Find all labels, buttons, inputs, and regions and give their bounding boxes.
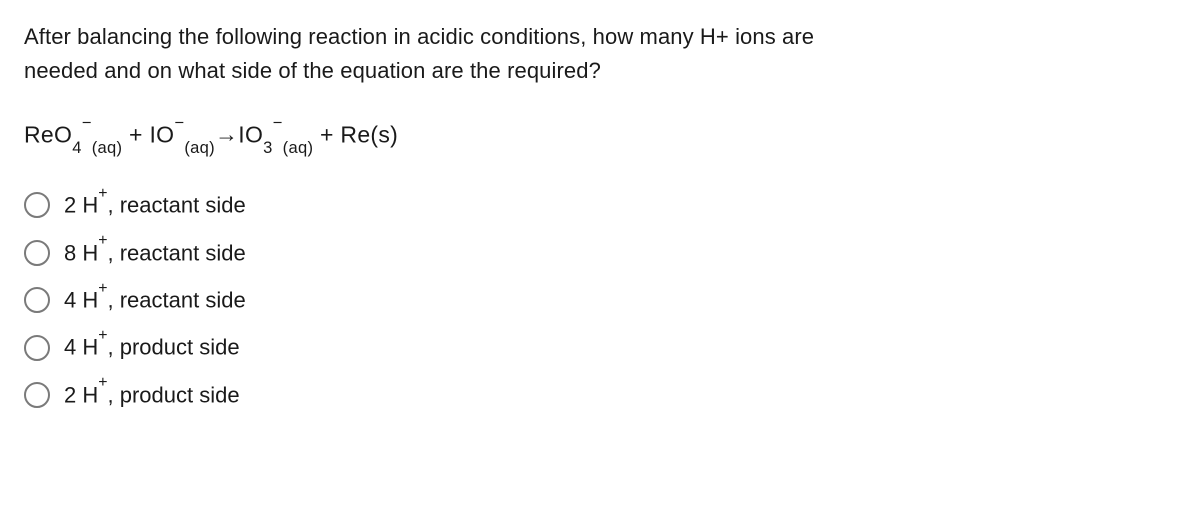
option-row[interactable]: 4 H+, reactant side — [24, 283, 1176, 317]
product-2: Re(s) — [340, 122, 398, 148]
product-1-state: (aq) — [283, 138, 314, 157]
option-suffix: , reactant side — [108, 192, 246, 217]
chemical-equation: ReO4−(aq) + IO−(aq) → IO3−(aq) + Re(s) — [24, 116, 1176, 156]
option-label: 4 H+, product side — [64, 330, 240, 364]
option-row[interactable]: 4 H+, product side — [24, 330, 1176, 364]
option-suffix: , product side — [108, 382, 240, 407]
option-suffix: , product side — [108, 335, 240, 360]
radio-icon[interactable] — [24, 240, 50, 266]
reactant-1-base: ReO — [24, 122, 72, 148]
reaction-arrow: → — [215, 117, 238, 153]
option-prefix: 2 H — [64, 192, 98, 217]
product-1-sub: 3 — [263, 138, 273, 157]
option-label: 2 H+, reactant side — [64, 188, 246, 222]
option-sup: + — [98, 327, 107, 344]
option-row[interactable]: 8 H+, reactant side — [24, 236, 1176, 270]
reactant-2-charge: − — [174, 113, 184, 132]
option-sup: + — [98, 185, 107, 202]
reactant-2-state: (aq) — [184, 138, 215, 157]
plus-2: + — [313, 122, 340, 148]
reactant-1-state: (aq) — [92, 138, 123, 157]
option-suffix: , reactant side — [108, 287, 246, 312]
option-sup: + — [98, 374, 107, 391]
reactant-1-sub: 4 — [72, 138, 82, 157]
option-label: 8 H+, reactant side — [64, 236, 246, 270]
question-line-2: needed and on what side of the equation … — [24, 58, 601, 83]
radio-icon[interactable] — [24, 335, 50, 361]
options-group: 2 H+, reactant side 8 H+, reactant side … — [24, 188, 1176, 412]
radio-icon[interactable] — [24, 382, 50, 408]
plus-1: + — [122, 122, 149, 148]
product-1-base: IO — [238, 122, 263, 148]
radio-icon[interactable] — [24, 192, 50, 218]
product-1-charge: − — [273, 113, 283, 132]
reactant-1-charge: − — [82, 113, 92, 132]
question-prompt: After balancing the following reaction i… — [24, 20, 1176, 88]
reactant-2-base: IO — [149, 122, 174, 148]
option-prefix: 8 H — [64, 240, 98, 265]
option-sup: + — [98, 232, 107, 249]
option-prefix: 2 H — [64, 382, 98, 407]
option-row[interactable]: 2 H+, product side — [24, 378, 1176, 412]
option-label: 2 H+, product side — [64, 378, 240, 412]
option-prefix: 4 H — [64, 287, 98, 312]
option-label: 4 H+, reactant side — [64, 283, 246, 317]
option-suffix: , reactant side — [108, 240, 246, 265]
question-line-1: After balancing the following reaction i… — [24, 24, 814, 49]
option-row[interactable]: 2 H+, reactant side — [24, 188, 1176, 222]
option-prefix: 4 H — [64, 335, 98, 360]
option-sup: + — [98, 280, 107, 297]
radio-icon[interactable] — [24, 287, 50, 313]
